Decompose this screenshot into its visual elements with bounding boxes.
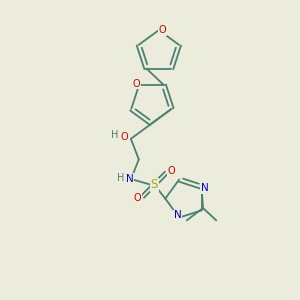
Text: O: O (134, 193, 141, 203)
Text: O: O (132, 79, 140, 89)
Text: N: N (201, 183, 208, 193)
Text: O: O (159, 25, 166, 35)
Text: H: H (117, 173, 124, 183)
Text: N: N (174, 210, 182, 220)
Text: N: N (125, 174, 133, 184)
Text: H: H (111, 130, 118, 140)
Text: O: O (168, 167, 175, 176)
Text: O: O (121, 132, 128, 142)
Text: S: S (151, 178, 158, 191)
